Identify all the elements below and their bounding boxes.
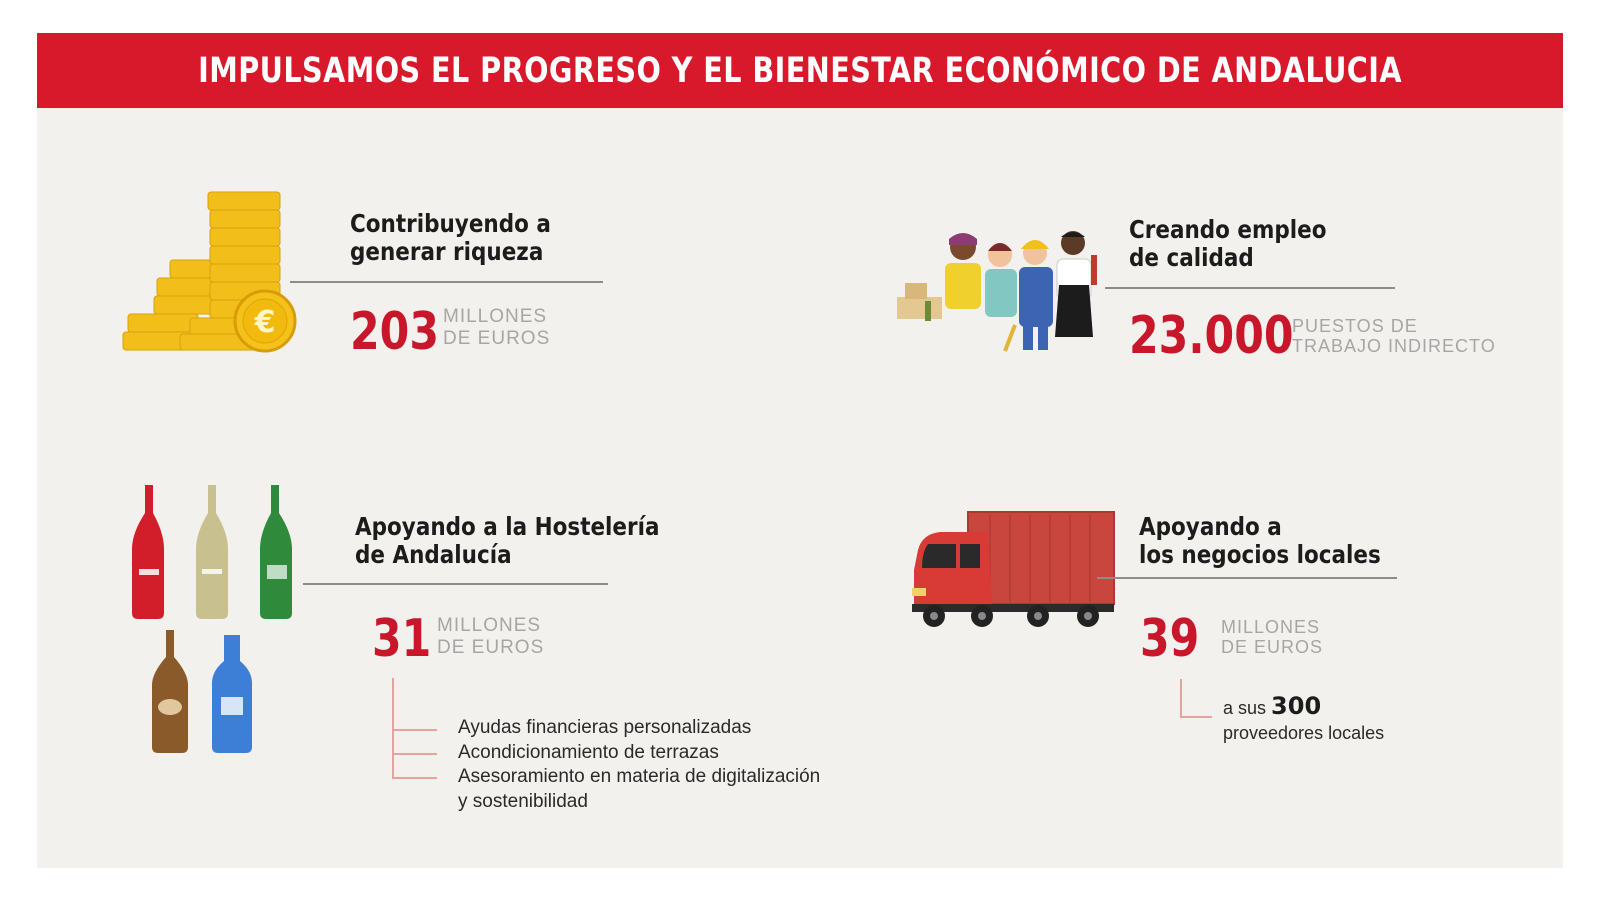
wealth-unit-line2: DE EUROS xyxy=(443,328,551,349)
euro-coins-stack-icon: € xyxy=(120,186,305,356)
hospitality-heading: Apoyando a la Hostelería de Andalucía xyxy=(355,513,659,569)
infographic-panel xyxy=(37,33,1563,868)
employment-unit-line2: TRABAJO INDIRECTO xyxy=(1292,336,1496,356)
employment-number: 23.000 xyxy=(1129,306,1294,366)
hospitality-divider xyxy=(303,583,608,585)
employment-heading-line1: Creando empleo xyxy=(1129,215,1327,244)
local-business-heading-line1: Apoyando a xyxy=(1139,512,1282,541)
hospitality-unit: MILLONES DE EUROS xyxy=(437,615,544,659)
hospitality-unit-line2: DE EUROS xyxy=(437,637,545,658)
wealth-heading-line2: generar riqueza xyxy=(350,237,544,266)
beer-bottles-icon xyxy=(120,485,310,765)
banner-title: IMPULSAMOS EL PROGRESO Y EL BIENESTAR EC… xyxy=(198,50,1402,91)
workers-group-icon xyxy=(895,225,1120,360)
employment-heading: Creando empleo de calidad xyxy=(1129,216,1327,272)
bullet-connector-1 xyxy=(392,729,437,731)
wealth-unit-line1: MILLONES xyxy=(443,306,548,327)
local-business-unit: MILLONES DE EUROS xyxy=(1221,617,1323,657)
list-item: Asesoramiento en materia de digitalizaci… xyxy=(458,766,821,787)
wealth-number: 203 xyxy=(350,302,440,362)
suppliers-note: a sus 300 proveedores locales xyxy=(1223,692,1384,744)
employment-divider xyxy=(1105,287,1395,289)
wealth-heading: Contribuyendo a generar riqueza xyxy=(350,210,551,266)
local-business-divider xyxy=(1097,577,1397,579)
employment-heading-line2: de calidad xyxy=(1129,243,1254,272)
local-business-unit-line2: DE EUROS xyxy=(1221,637,1324,657)
wealth-heading-line1: Contribuyendo a xyxy=(350,209,551,238)
list-item: Acondicionamiento de terrazas xyxy=(458,741,719,763)
list-item: y sostenibilidad xyxy=(458,790,588,812)
local-business-unit-line1: MILLONES xyxy=(1221,617,1321,637)
svg-text:€: € xyxy=(254,305,276,340)
suppliers-connector-horizontal xyxy=(1180,716,1212,718)
suppliers-suffix: proveedores locales xyxy=(1223,723,1385,743)
title-banner: IMPULSAMOS EL PROGRESO Y EL BIENESTAR EC… xyxy=(37,33,1563,108)
wealth-unit: MILLONES DE EUROS xyxy=(443,306,550,350)
bullet-connector-vertical xyxy=(392,678,394,779)
employment-unit: PUESTOS DE TRABAJO INDIRECTO xyxy=(1292,316,1496,356)
hospitality-heading-line2: de Andalucía xyxy=(355,540,512,569)
suppliers-count: 300 xyxy=(1271,692,1322,720)
suppliers-prefix: a sus xyxy=(1223,698,1267,718)
employment-unit-line1: PUESTOS DE xyxy=(1292,316,1418,336)
local-business-number: 39 xyxy=(1140,609,1200,669)
list-item: Ayudas financieras personalizadas xyxy=(458,717,752,738)
bullet-connector-2 xyxy=(392,753,437,755)
wealth-divider xyxy=(290,281,603,283)
local-business-heading-line2: los negocios locales xyxy=(1139,540,1381,569)
suppliers-connector-vertical xyxy=(1180,679,1182,717)
bullet-connector-3 xyxy=(392,777,437,779)
hospitality-unit-line1: MILLONES xyxy=(437,615,542,636)
hospitality-number: 31 xyxy=(372,609,432,669)
delivery-truck-icon xyxy=(910,510,1120,635)
hospitality-bullet-list: Ayudas financieras personalizadas Acondi… xyxy=(458,716,820,814)
hospitality-heading-line1: Apoyando a la Hostelería xyxy=(355,512,660,541)
local-business-heading: Apoyando a los negocios locales xyxy=(1139,513,1381,569)
